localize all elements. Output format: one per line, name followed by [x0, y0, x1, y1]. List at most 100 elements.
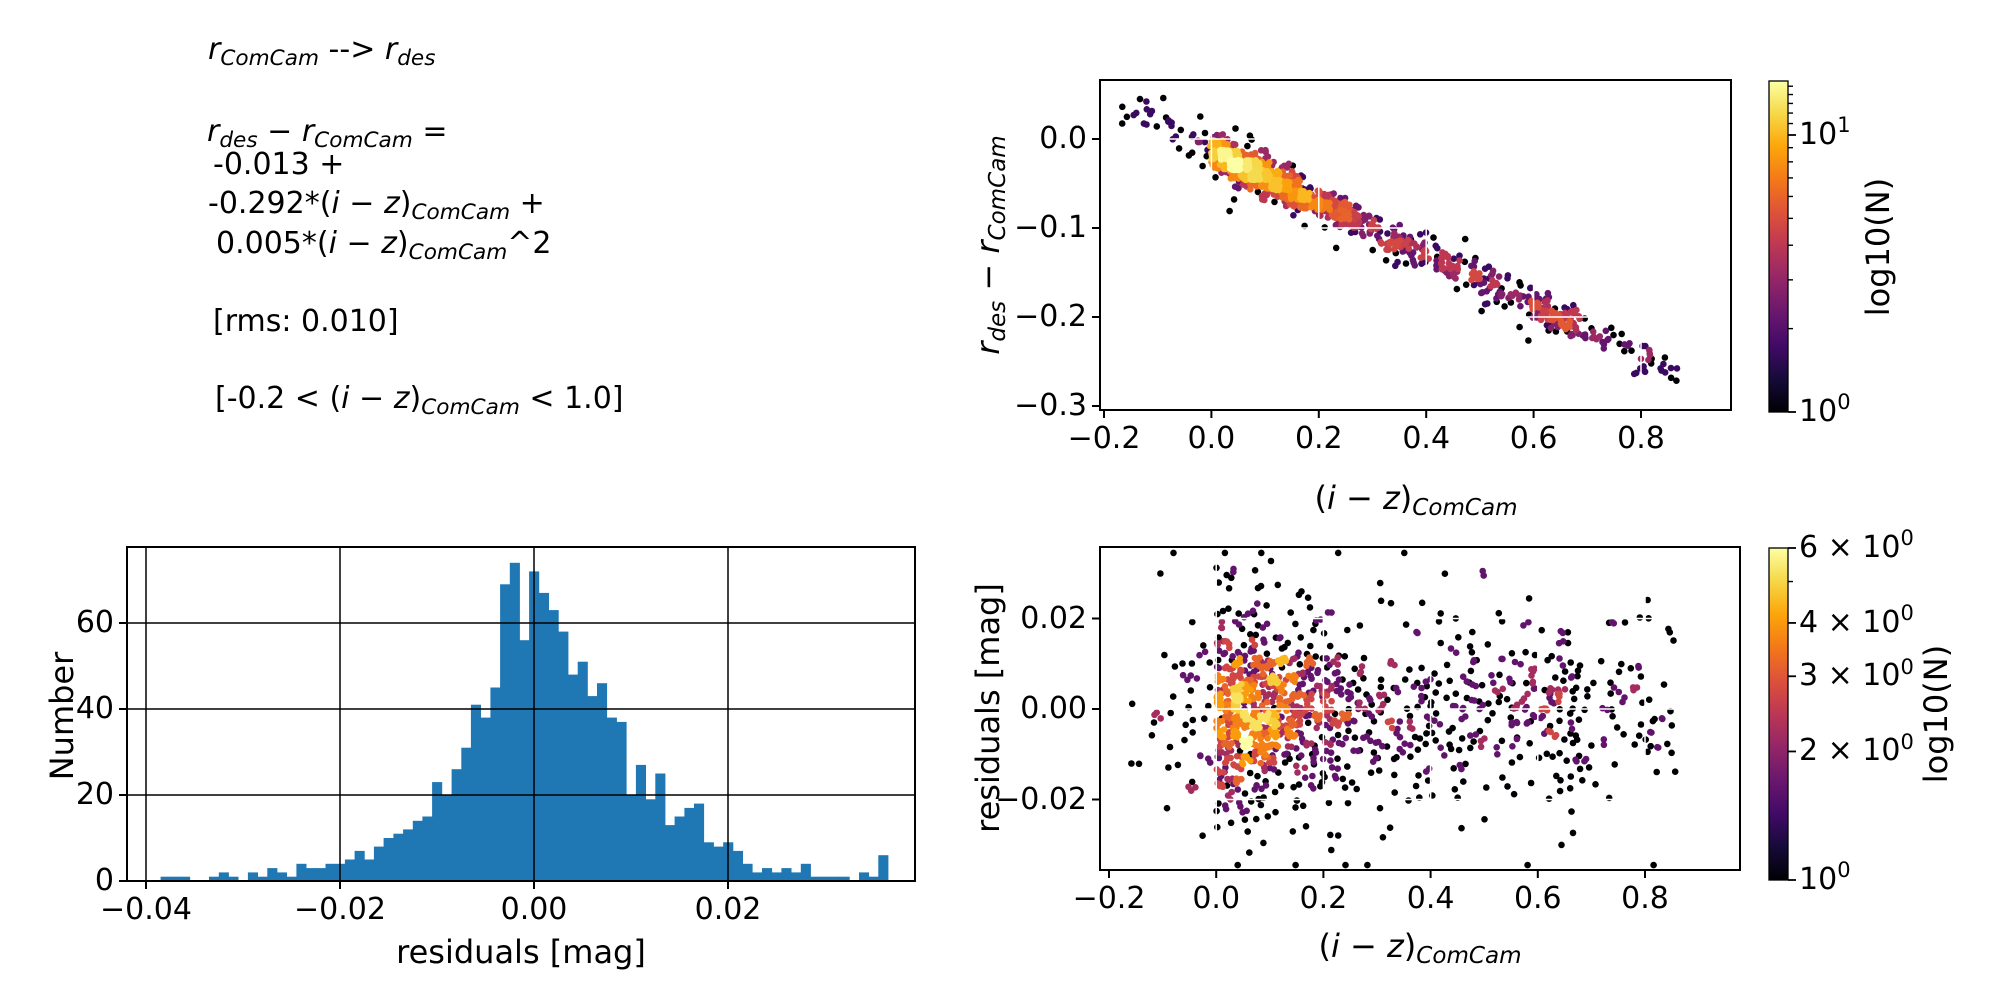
data-point — [1201, 129, 1209, 137]
data-point — [1621, 694, 1628, 701]
data-point — [1354, 747, 1362, 755]
data-point — [1537, 714, 1544, 722]
data-point — [1435, 680, 1443, 687]
data-point — [1355, 212, 1362, 220]
data-point — [1334, 549, 1342, 557]
data-point — [1484, 716, 1492, 724]
data-point — [1570, 301, 1577, 309]
data-point — [1574, 672, 1581, 680]
data-point — [1543, 707, 1551, 714]
data-point — [1257, 147, 1265, 154]
data-point — [1296, 681, 1303, 689]
data-point — [1572, 732, 1580, 739]
data-point — [1376, 692, 1384, 700]
data-point — [1470, 281, 1478, 289]
data-point — [1351, 734, 1359, 741]
data-point — [1171, 663, 1179, 670]
data-point — [1370, 749, 1378, 756]
data-point — [1660, 681, 1668, 688]
histogram-bar — [276, 872, 287, 881]
data-point — [1243, 753, 1250, 760]
data-point — [1394, 725, 1401, 733]
data-point — [1123, 113, 1131, 121]
data-point — [1340, 209, 1348, 217]
data-point — [1637, 673, 1645, 680]
data-point — [1233, 662, 1240, 669]
data-point — [1499, 685, 1507, 693]
data-point — [1323, 204, 1330, 211]
data-point — [1299, 802, 1307, 810]
data-point — [1492, 279, 1500, 287]
histogram-bar — [412, 820, 423, 881]
data-point — [1332, 775, 1340, 782]
data-point — [1572, 684, 1580, 692]
data-point — [1441, 570, 1449, 577]
data-point — [1251, 708, 1258, 716]
data-point — [1437, 744, 1444, 751]
data-point — [1432, 710, 1440, 717]
data-point — [1518, 698, 1526, 705]
data-point — [1289, 693, 1297, 701]
data-point — [1386, 824, 1394, 831]
data-point — [1450, 255, 1458, 262]
histogram-gridlines — [127, 547, 915, 881]
data-point — [1470, 738, 1477, 745]
data-point — [1214, 823, 1221, 831]
data-point — [1234, 730, 1242, 738]
data-point — [1564, 629, 1572, 636]
data-point — [1618, 330, 1625, 338]
data-point — [1221, 683, 1229, 690]
data-point — [1531, 685, 1539, 692]
data-point — [1504, 783, 1511, 790]
data-point — [1287, 609, 1294, 616]
data-point — [1283, 704, 1291, 712]
histogram-bar — [170, 876, 181, 881]
histogram-bar — [703, 842, 714, 881]
data-point — [1215, 647, 1223, 654]
data-point — [1396, 221, 1403, 229]
data-point — [1549, 753, 1556, 760]
data-point — [1175, 145, 1183, 152]
data-point — [1278, 688, 1285, 695]
data-point — [1422, 740, 1429, 748]
data-point — [1242, 690, 1250, 697]
data-point — [1231, 183, 1239, 190]
data-point — [1290, 212, 1297, 219]
data-point — [1508, 759, 1516, 766]
data-point — [1237, 171, 1245, 179]
data-point — [1245, 697, 1252, 705]
data-point — [1249, 607, 1257, 615]
data-point — [1310, 758, 1317, 766]
data-point — [1234, 861, 1241, 869]
data-point — [1170, 549, 1177, 557]
data-point — [1561, 736, 1568, 743]
data-point — [1365, 710, 1373, 717]
data-point — [1461, 258, 1469, 266]
data-point — [1271, 788, 1279, 796]
histogram-bar — [160, 876, 171, 881]
data-point — [1196, 138, 1203, 146]
data-point — [1481, 265, 1489, 273]
data-point — [1430, 234, 1437, 241]
histogram-bar — [878, 855, 889, 881]
data-point — [1246, 849, 1253, 856]
data-point — [1251, 642, 1258, 649]
data-point — [1325, 799, 1333, 807]
histogram-bar — [616, 721, 627, 881]
data-point — [1436, 721, 1444, 728]
data-point — [1244, 828, 1251, 835]
data-point — [1423, 713, 1431, 720]
data-point — [1307, 642, 1314, 650]
data-point — [1413, 244, 1420, 251]
data-point — [1334, 832, 1342, 839]
data-point — [1295, 712, 1302, 719]
data-point — [1334, 669, 1341, 676]
data-point — [1196, 651, 1203, 659]
data-point — [1312, 710, 1319, 718]
histogram-bar — [422, 816, 433, 881]
data-point — [1263, 662, 1270, 670]
data-point — [1223, 663, 1230, 670]
data-point — [1167, 709, 1174, 717]
data-point — [1307, 782, 1315, 789]
data-point — [1556, 690, 1563, 698]
